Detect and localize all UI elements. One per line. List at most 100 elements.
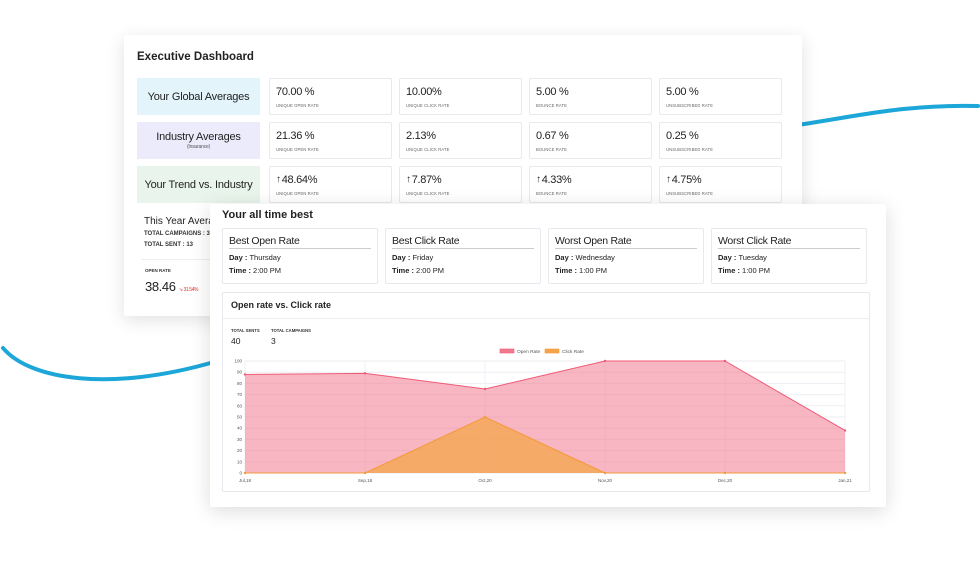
metric-card: 5.00 % UNSUBSCRIBED RATE: [659, 78, 782, 115]
open-vs-click-chart-panel: Open rate vs. Click rate TOTAL SENTS 40 …: [222, 292, 870, 492]
x-tick-label: Jan,21: [838, 478, 852, 483]
metric-value: 5.00 %: [666, 86, 699, 98]
metric-card: ↑ 48.64% UNIQUE OPEN RATE: [269, 166, 392, 203]
series-area: [245, 361, 845, 473]
best-card-heading: Best Click Rate: [392, 235, 534, 249]
metric-value-row: ↑ 4.33%: [536, 174, 651, 186]
metric-value: 5.00 %: [536, 86, 569, 98]
divider: [223, 318, 869, 319]
year-averages-title: This Year Averages: [144, 216, 230, 227]
data-point: [603, 359, 607, 363]
metric-label: UNSUBSCRIBED RATE: [666, 147, 713, 152]
divider: [141, 259, 251, 260]
y-tick-label: 0: [239, 471, 242, 476]
metric-value-row: ↑ 7.87%: [406, 174, 521, 186]
metric-card: ↑ 4.75% UNSUBSCRIBED RATE: [659, 166, 782, 203]
all-time-best-card: Your all time best Best Open Rate Day : T…: [210, 204, 886, 507]
time-label: Time :: [555, 266, 580, 275]
x-tick-label: Dec,20: [718, 478, 733, 483]
y-tick-label: 90: [237, 370, 243, 375]
metric-card: 10.00% UNIQUE CLICK RATE: [399, 78, 522, 115]
data-point: [723, 471, 727, 475]
metrics-row: Your Trend vs. Industry ↑ 48.64% UNIQUE OPE…: [137, 166, 783, 203]
best-card-heading: Worst Click Rate: [718, 235, 860, 249]
time-label: Time :: [718, 266, 743, 275]
metric-value-row: 21.36 %: [276, 130, 391, 142]
day-value: Friday: [412, 253, 434, 262]
legend-label: Open Rate: [517, 349, 541, 355]
best-card-day: Day : Thursday: [229, 253, 371, 262]
data-point: [723, 359, 727, 363]
data-point: [483, 415, 487, 419]
metric-value-row: 70.00 %: [276, 86, 391, 98]
metric-label: BOUNCE RATE: [536, 103, 568, 108]
arrow-up-icon: ↑: [406, 174, 411, 185]
best-card-heading: Best Open Rate: [229, 235, 371, 249]
row-label-text: Your Trend vs. Industry: [144, 178, 253, 191]
metric-value: 7.87%: [411, 174, 442, 186]
metric-label: UNSUBSCRIBED RATE: [666, 103, 713, 108]
metric-value: 10.00%: [406, 86, 442, 98]
best-time-card: Worst Click Rate Day : Tuesday Time : 1:00…: [711, 228, 867, 284]
data-point: [483, 387, 487, 391]
y-tick-label: 20: [237, 448, 243, 453]
data-point: [363, 372, 367, 375]
data-point: [363, 471, 367, 475]
day-label: Day :: [392, 253, 413, 262]
metric-label: UNIQUE CLICK RATE: [406, 147, 450, 152]
metric-label: UNIQUE CLICK RATE: [406, 191, 450, 196]
best-card-time: Time : 2:00 PM: [229, 266, 371, 275]
total-sent: TOTAL SENT : 13: [144, 242, 194, 248]
metric-card: 0.25 % UNSUBSCRIBED RATE: [659, 122, 782, 159]
metric-label: UNIQUE OPEN RATE: [276, 103, 319, 108]
series-line: [245, 416, 845, 474]
best-card-time: Time : 1:00 PM: [718, 266, 860, 275]
data-point: [843, 471, 847, 475]
area-chart: 0 10 20 30 40 50 60 70 80 90 100 Jul,18 Sep,18 Oct,20…: [234, 348, 852, 483]
section-title: Your all time best: [222, 209, 313, 221]
best-card-time: Time : 1:00 PM: [555, 266, 697, 275]
time-value: 1:00 PM: [742, 266, 770, 275]
y-tick-label: 40: [237, 426, 243, 431]
metric-label: BOUNCE RATE: [536, 191, 568, 196]
metric-value-row: 0.67 %: [536, 130, 651, 142]
data-point: [843, 429, 847, 432]
metric-value-row: 10.00%: [406, 86, 521, 98]
arrow-up-icon: ↑: [536, 174, 541, 185]
time-value: 2:00 PM: [416, 266, 444, 275]
metric-card: ↑ 7.87% UNIQUE CLICK RATE: [399, 166, 522, 203]
metric-value: 0.67 %: [536, 130, 569, 142]
best-time-card: Worst Open Rate Day : Wednesday Time : 1:0…: [548, 228, 704, 284]
executive-dashboard-card: Executive Dashboard Your Global Averages…: [124, 35, 802, 316]
open-rate-value: 38.46 ↘ 31.54%: [145, 279, 199, 294]
best-card-day: Day : Friday: [392, 253, 534, 262]
y-tick-label: 10: [237, 459, 243, 464]
row-label: Your Trend vs. Industry: [137, 166, 260, 203]
day-label: Day :: [555, 253, 576, 262]
total-campaigns: TOTAL CAMPAIGNS : 3: [144, 231, 210, 237]
row-label-text: Industry Averages: [156, 131, 241, 143]
metric-value: 70.00 %: [276, 86, 315, 98]
legend-swatch: [544, 348, 560, 354]
metric-card: 5.00 % BOUNCE RATE: [529, 78, 652, 115]
metric-value: 48.64%: [281, 174, 318, 186]
data-point: [603, 471, 607, 475]
metric-value: 4.33%: [541, 174, 572, 186]
metrics-row: Industry Averages (Insurance) 21.36 % UNIQU…: [137, 122, 783, 159]
x-tick-label: Nov,20: [598, 478, 612, 483]
metric-label: BOUNCE RATE: [536, 147, 568, 152]
metric-label: UNIQUE CLICK RATE: [406, 103, 450, 108]
total-campaigns-value: 3: [271, 336, 276, 346]
metric-label: UNIQUE OPEN RATE: [276, 191, 319, 196]
arrow-up-icon: ↑: [276, 174, 281, 185]
metric-card: ↑ 4.33% BOUNCE RATE: [529, 166, 652, 203]
row-label: Industry Averages (Insurance): [137, 122, 260, 159]
metric-value-row: 5.00 %: [536, 86, 651, 98]
page-title: Executive Dashboard: [137, 51, 254, 63]
time-value: 1:00 PM: [579, 266, 607, 275]
open-rate-label: OPEN RATE: [145, 268, 171, 273]
x-tick-label: Sep,18: [358, 478, 373, 483]
legend-label: Click Rate: [562, 349, 584, 355]
y-tick-label: 70: [237, 392, 243, 397]
metrics-row: Your Global Averages 70.00 % UNIQUE OPEN R…: [137, 78, 783, 115]
